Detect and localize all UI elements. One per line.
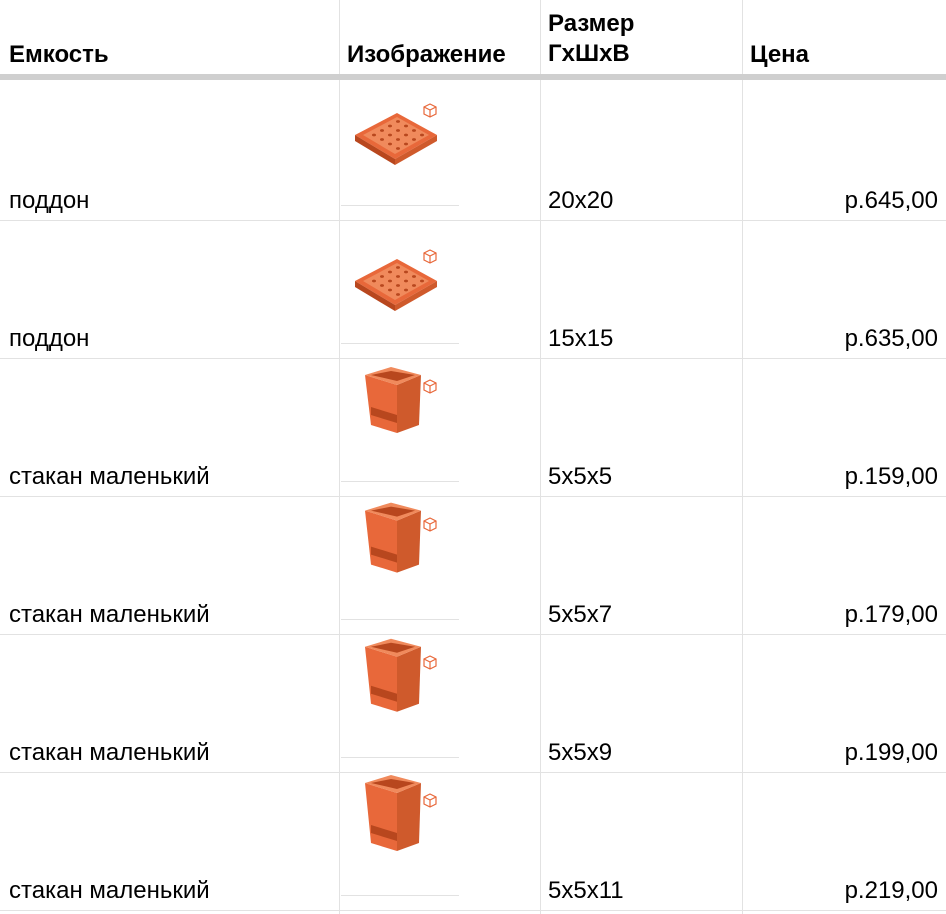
cup-icon <box>365 367 437 433</box>
3d-view-icon <box>423 379 437 394</box>
cell-price[interactable]: р.219,00 <box>844 877 938 904</box>
cell-image[interactable] <box>341 223 459 344</box>
row-divider <box>0 358 946 359</box>
cell-capacity[interactable]: поддон <box>9 325 90 352</box>
cup-icon <box>365 638 437 712</box>
3d-view-icon <box>423 249 437 264</box>
column-divider <box>742 0 743 914</box>
cell-capacity[interactable]: стакан маленький <box>9 877 210 904</box>
column-divider <box>339 0 340 914</box>
cup-icon <box>365 775 437 851</box>
cell-capacity[interactable]: стакан маленький <box>9 601 210 628</box>
cell-image[interactable] <box>341 637 459 758</box>
cell-size[interactable]: 5x5x11 <box>548 877 624 904</box>
header-capacity[interactable]: Емкость <box>9 41 109 68</box>
cell-image[interactable] <box>341 775 459 896</box>
cell-size[interactable]: 20x20 <box>548 187 614 214</box>
header-divider <box>0 74 946 80</box>
row-divider <box>0 220 946 221</box>
3d-view-icon <box>423 103 437 118</box>
row-divider <box>0 772 946 773</box>
cell-size[interactable]: 5x5x7 <box>548 601 613 628</box>
3d-view-icon <box>423 655 437 670</box>
cell-capacity[interactable]: поддон <box>9 187 90 214</box>
cell-price[interactable]: р.179,00 <box>844 601 938 628</box>
cell-image[interactable] <box>341 85 459 206</box>
cup-icon <box>365 502 437 573</box>
cell-capacity[interactable]: стакан маленький <box>9 739 210 766</box>
cell-price[interactable]: р.635,00 <box>844 325 938 352</box>
header-size[interactable]: Размер ГхШхВ <box>548 9 634 69</box>
cell-image[interactable] <box>341 361 459 482</box>
tray-icon <box>355 103 437 165</box>
row-divider <box>0 910 946 911</box>
cell-size[interactable]: 5x5x5 <box>548 463 613 490</box>
header-size-line1: Размер <box>548 10 635 37</box>
column-divider <box>540 0 541 914</box>
cell-image[interactable] <box>341 499 459 620</box>
3d-view-icon <box>423 517 437 532</box>
row-divider <box>0 634 946 635</box>
header-size-line2: ГхШхВ <box>548 40 630 67</box>
row-divider <box>0 496 946 497</box>
header-image[interactable]: Изображение <box>347 41 506 68</box>
cell-price[interactable]: р.199,00 <box>844 739 938 766</box>
cell-size[interactable]: 5x5x9 <box>548 739 613 766</box>
cell-size[interactable]: 15x15 <box>548 325 614 352</box>
header-price[interactable]: Цена <box>750 41 810 68</box>
cell-price[interactable]: р.645,00 <box>844 187 938 214</box>
tray-icon <box>355 249 437 311</box>
3d-view-icon <box>423 793 437 808</box>
cell-price[interactable]: р.159,00 <box>844 463 938 490</box>
cell-capacity[interactable]: стакан маленький <box>9 463 210 490</box>
